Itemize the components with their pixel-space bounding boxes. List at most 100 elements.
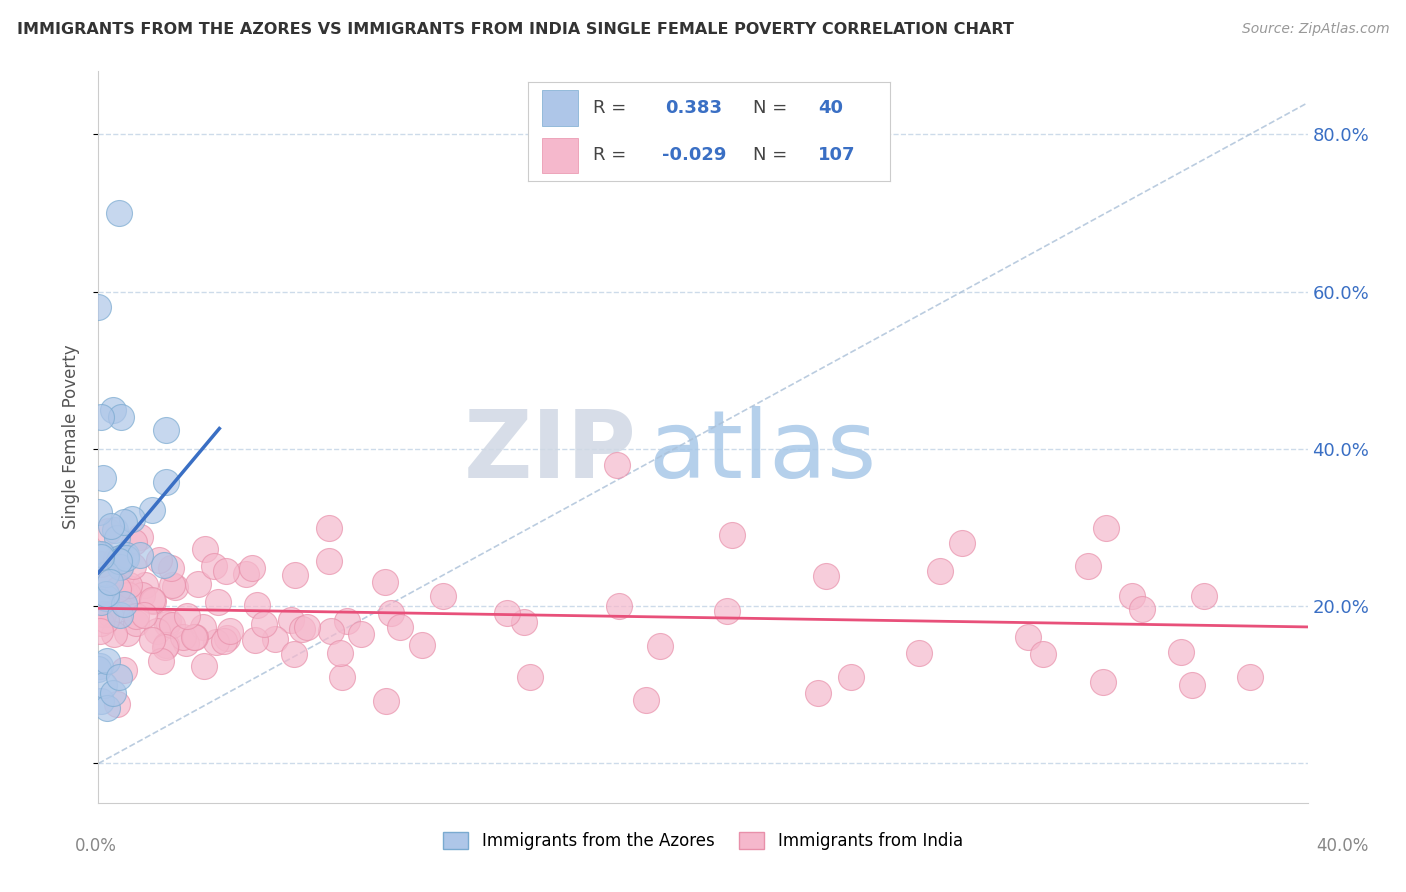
Point <box>131 588 153 602</box>
Point <box>716 604 738 618</box>
Point <box>112 597 135 611</box>
Text: 40.0%: 40.0% <box>1316 837 1369 855</box>
Point <box>104 524 127 538</box>
Text: atlas: atlas <box>648 406 877 498</box>
Point <box>155 423 177 437</box>
Point <box>122 559 145 574</box>
Point <box>193 620 215 634</box>
Point <box>375 693 398 707</box>
Point <box>141 594 163 608</box>
Point <box>101 402 124 417</box>
Point <box>110 559 132 574</box>
Point <box>1181 678 1204 692</box>
Point <box>118 578 141 592</box>
Point <box>432 589 454 603</box>
Point <box>950 536 973 550</box>
Point <box>148 553 170 567</box>
Point <box>160 617 183 632</box>
Point <box>253 616 276 631</box>
Point <box>174 636 197 650</box>
Point <box>128 548 150 562</box>
Point <box>280 613 302 627</box>
Point <box>155 638 177 652</box>
Point <box>513 615 536 629</box>
Point <box>205 634 228 648</box>
Point <box>908 646 931 660</box>
Point <box>90 410 112 425</box>
Point <box>89 616 111 631</box>
Point <box>132 608 155 623</box>
Point <box>389 620 412 634</box>
Point <box>87 662 110 676</box>
Text: 0.0%: 0.0% <box>75 837 117 855</box>
Point <box>193 659 215 673</box>
Point <box>146 624 169 638</box>
Point <box>155 475 177 489</box>
Point <box>115 548 138 562</box>
Point <box>115 551 138 566</box>
Point <box>606 458 628 472</box>
Point <box>214 564 236 578</box>
Point <box>125 616 148 631</box>
Point <box>96 654 118 668</box>
Point <box>283 648 305 662</box>
Point <box>1121 589 1143 603</box>
Legend: Immigrants from the Azores, Immigrants from India: Immigrants from the Azores, Immigrants f… <box>436 825 970 856</box>
Point <box>219 624 242 639</box>
Point <box>1095 520 1118 534</box>
Point <box>98 607 121 622</box>
Point <box>105 697 128 711</box>
Point <box>107 670 129 684</box>
Point <box>176 608 198 623</box>
Point <box>297 620 319 634</box>
Point <box>121 511 143 525</box>
Point <box>107 582 129 596</box>
Point <box>125 608 148 623</box>
Point <box>91 471 114 485</box>
Point <box>183 630 205 644</box>
Point <box>319 624 342 639</box>
Point <box>519 670 541 684</box>
Text: ZIP: ZIP <box>464 406 637 498</box>
Point <box>141 633 163 648</box>
Point <box>263 632 285 646</box>
Point <box>648 639 671 653</box>
Point <box>115 626 138 640</box>
Point <box>172 630 194 644</box>
Point <box>212 633 235 648</box>
Point <box>156 617 179 632</box>
Point <box>1194 589 1216 603</box>
Point <box>94 591 117 606</box>
Point <box>1239 670 1261 684</box>
Point <box>134 578 156 592</box>
Point <box>284 568 307 582</box>
Point <box>112 585 135 599</box>
Point <box>1170 644 1192 658</box>
Y-axis label: Single Female Poverty: Single Female Poverty <box>62 345 80 529</box>
Point <box>350 627 373 641</box>
Point <box>153 558 176 572</box>
Point <box>380 606 402 620</box>
Point <box>411 638 433 652</box>
Point <box>112 515 135 529</box>
Point <box>108 551 131 566</box>
Point <box>101 686 124 700</box>
Point <box>1077 559 1099 574</box>
Point <box>318 520 340 534</box>
Point <box>607 599 630 613</box>
Point <box>194 541 217 556</box>
Point <box>87 301 110 315</box>
Point <box>108 554 131 568</box>
Point <box>108 607 131 622</box>
Point <box>1017 630 1039 644</box>
Point <box>141 503 163 517</box>
Point <box>1130 602 1153 616</box>
Point <box>330 670 353 684</box>
Text: IMMIGRANTS FROM THE AZORES VS IMMIGRANTS FROM INDIA SINGLE FEMALE POVERTY CORREL: IMMIGRANTS FROM THE AZORES VS IMMIGRANTS… <box>17 22 1014 37</box>
Point <box>90 558 112 572</box>
Point <box>94 614 117 628</box>
Point <box>103 627 125 641</box>
Point <box>839 670 862 684</box>
Point <box>246 598 269 612</box>
Point <box>495 606 517 620</box>
